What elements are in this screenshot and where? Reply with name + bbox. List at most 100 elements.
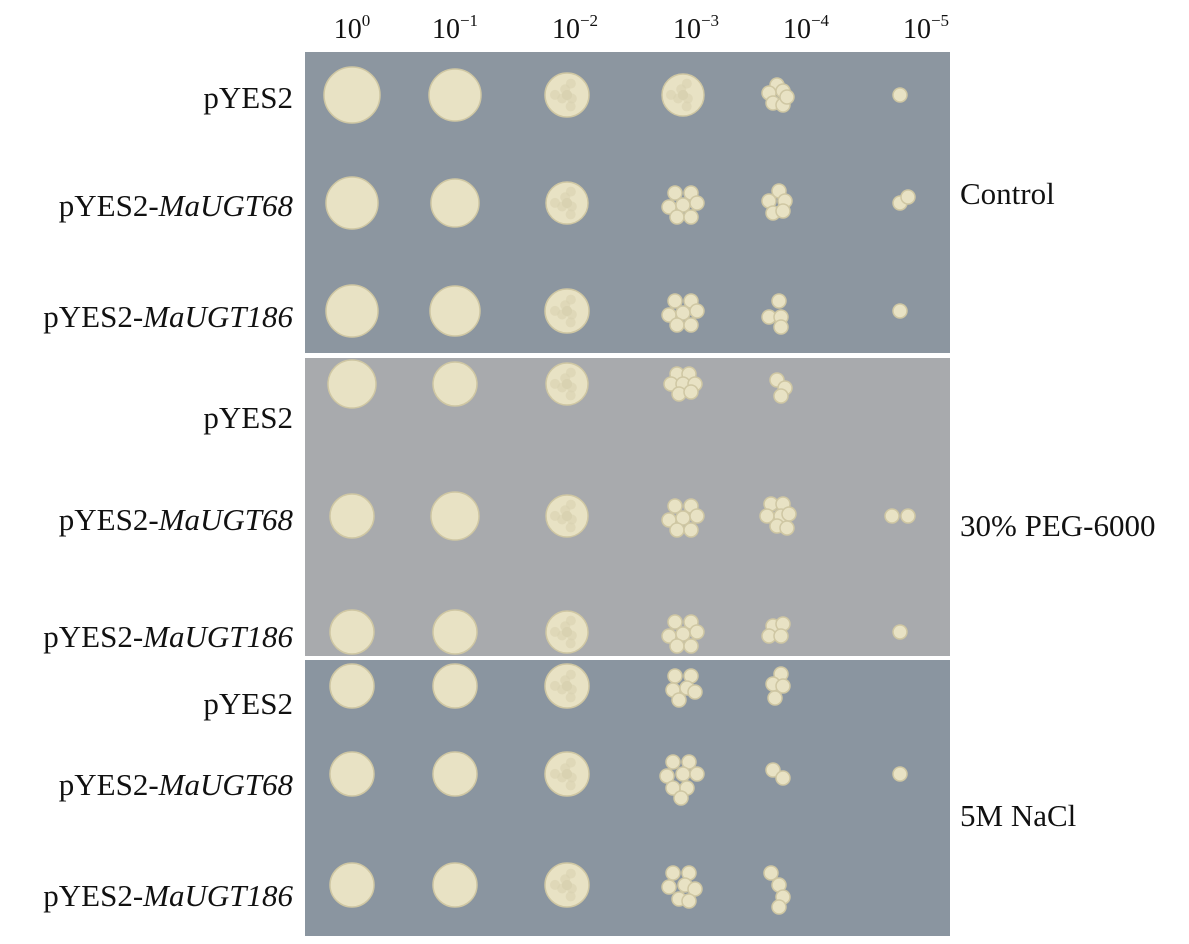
- yeast-colony: [565, 78, 576, 89]
- yeast-colony: [900, 508, 916, 524]
- dilution-label-4: 10−4: [782, 11, 830, 45]
- yeast-colony: [565, 499, 576, 510]
- yeast-colony: [779, 89, 795, 105]
- strain-label: pYES2-MaUGT68: [58, 188, 293, 223]
- yeast-colony: [565, 638, 576, 649]
- yeast-colony: [773, 319, 789, 335]
- yeast-colony: [432, 663, 478, 709]
- yeast-colony: [767, 690, 783, 706]
- strain-label: pYES2-MaUGT68: [58, 767, 293, 802]
- yeast-colony: [683, 522, 699, 538]
- yeast-colony: [681, 101, 692, 112]
- yeast-colony: [565, 615, 576, 626]
- yeast-colony: [669, 522, 685, 538]
- yeast-colony: [892, 624, 908, 640]
- yeast-colony: [428, 68, 482, 122]
- plate-photo-control: [305, 52, 950, 353]
- yeast-colony: [329, 609, 375, 655]
- yeast-colony: [683, 209, 699, 225]
- yeast-colony: [675, 766, 691, 782]
- yeast-colony: [562, 681, 572, 691]
- yeast-colony: [771, 899, 787, 915]
- yeast-colony: [565, 209, 576, 220]
- yeast-colony: [667, 293, 683, 309]
- yeast-colony: [669, 317, 685, 333]
- yeast-colony: [900, 189, 916, 205]
- yeast-colony: [329, 493, 375, 539]
- yeast-colony: [773, 388, 789, 404]
- yeast-colony: [329, 751, 375, 797]
- yeast-colony: [689, 303, 705, 319]
- agar-background: [305, 52, 950, 353]
- yeast-colony: [689, 195, 705, 211]
- yeast-colony: [665, 865, 681, 881]
- dilution-label-1: 10−1: [431, 11, 479, 45]
- yeast-colony: [775, 770, 791, 786]
- yeast-colony: [779, 520, 795, 536]
- yeast-colony: [550, 89, 561, 100]
- yeast-colony: [765, 762, 781, 778]
- strain-label: pYES2: [203, 686, 293, 721]
- yeast-colony: [771, 293, 787, 309]
- yeast-colony: [683, 384, 699, 400]
- yeast-colony: [432, 361, 478, 407]
- yeast-colony: [673, 790, 689, 806]
- yeast-colony: [892, 766, 908, 782]
- plate-image: [305, 660, 950, 936]
- yeast-colony: [550, 680, 561, 691]
- yeast-colony: [565, 868, 576, 879]
- yeast-colony: [669, 638, 685, 654]
- agar-background: [305, 660, 950, 936]
- yeast-colony: [689, 508, 705, 524]
- yeast-colony: [550, 378, 561, 389]
- yeast-colony: [661, 879, 677, 895]
- yeast-colony: [323, 66, 381, 124]
- strain-label: pYES2-MaUGT186: [43, 619, 293, 654]
- yeast-colony: [550, 305, 561, 316]
- yeast-colony: [884, 508, 900, 524]
- yeast-colony: [329, 862, 375, 908]
- yeast-colony: [565, 692, 576, 703]
- yeast-colony: [562, 90, 572, 100]
- yeast-colony: [665, 754, 681, 770]
- yeast-colony: [565, 317, 576, 328]
- yeast-colony: [892, 87, 908, 103]
- yeast-colony: [562, 379, 572, 389]
- yeast-colony: [550, 768, 561, 779]
- yeast-colony: [329, 663, 375, 709]
- yeast-colony: [432, 862, 478, 908]
- yeast-colony: [689, 766, 705, 782]
- yeast-colony: [430, 178, 480, 228]
- plate-photo-nacl: [305, 660, 950, 936]
- yeast-colony: [667, 614, 683, 630]
- yeast-colony: [681, 78, 692, 89]
- yeast-colony: [565, 294, 576, 305]
- plate-photo-peg: [305, 358, 950, 656]
- yeast-colony: [683, 317, 699, 333]
- yeast-colony: [565, 891, 576, 902]
- dilution-label-3: 10−3: [672, 11, 720, 45]
- yeast-colony: [659, 768, 675, 784]
- yeast-colony: [562, 511, 572, 521]
- yeast-colony: [562, 880, 572, 890]
- yeast-colony: [666, 89, 677, 100]
- yeast-colony: [562, 198, 572, 208]
- agar-background: [305, 358, 950, 656]
- yeast-colony: [773, 628, 789, 644]
- yeast-colony: [325, 284, 379, 338]
- dilution-label-0: 100: [333, 11, 371, 45]
- yeast-colony: [565, 522, 576, 533]
- yeast-colony: [687, 684, 703, 700]
- yeast-colony: [429, 285, 481, 337]
- condition-label-peg: 30% PEG-6000: [960, 508, 1156, 543]
- condition-label-control: Control: [960, 176, 1055, 211]
- yeast-colony: [683, 638, 699, 654]
- yeast-colony: [327, 359, 377, 409]
- yeast-colony: [565, 101, 576, 112]
- plate-image: [305, 358, 950, 656]
- yeast-colony: [667, 668, 683, 684]
- strain-label: pYES2-MaUGT186: [43, 299, 293, 334]
- yeast-colony: [565, 186, 576, 197]
- yeast-colony: [432, 751, 478, 797]
- strain-label: pYES2-MaUGT68: [58, 502, 293, 537]
